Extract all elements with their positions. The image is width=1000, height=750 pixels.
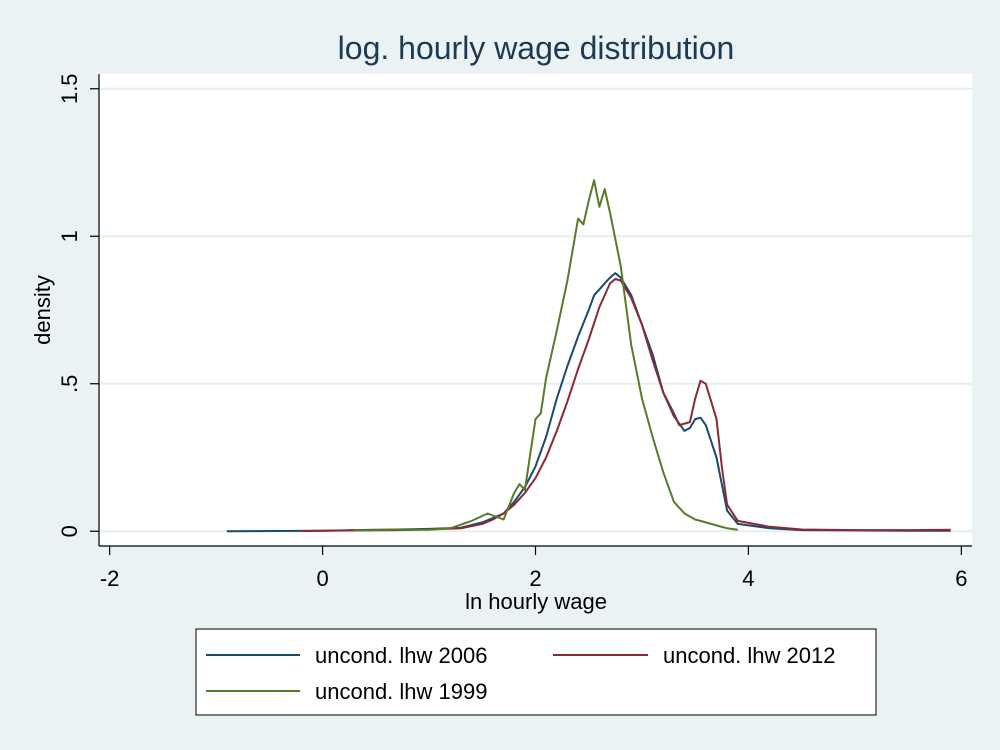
x-tick-label: 2 — [529, 566, 541, 591]
x-tick-label: 0 — [316, 566, 328, 591]
x-axis-ticks: -2 0 2 4 6 — [100, 546, 967, 591]
legend-label-1: uncond. lhw 2006 — [315, 643, 487, 668]
series-lines — [226, 179, 951, 533]
legend-label-2: uncond. lhw 2012 — [663, 643, 835, 668]
x-tick-label: 4 — [742, 566, 754, 591]
y-tick-label: 1 — [57, 230, 82, 242]
x-tick-label: 6 — [955, 566, 967, 591]
legend: uncond. lhw 2006 uncond. lhw 2012 uncond. … — [195, 628, 877, 716]
legend-label-3: uncond. lhw 1999 — [315, 679, 487, 704]
x-tick-label: -2 — [100, 566, 120, 591]
x-axis-label: ln hourly wage — [465, 589, 607, 614]
y-axis-ticks: 0 .5 1 1.5 — [57, 73, 99, 537]
chart-title: log. hourly wage distribution — [338, 30, 735, 66]
y-axis-label: density — [30, 275, 55, 345]
y-tick-label: 0 — [57, 525, 82, 537]
y-tick-label: 1.5 — [57, 73, 82, 104]
series-line-3 — [354, 179, 738, 532]
legend-box — [195, 628, 877, 716]
y-tick-label: .5 — [57, 375, 82, 393]
plot-area — [99, 74, 972, 546]
grid — [99, 87, 972, 533]
